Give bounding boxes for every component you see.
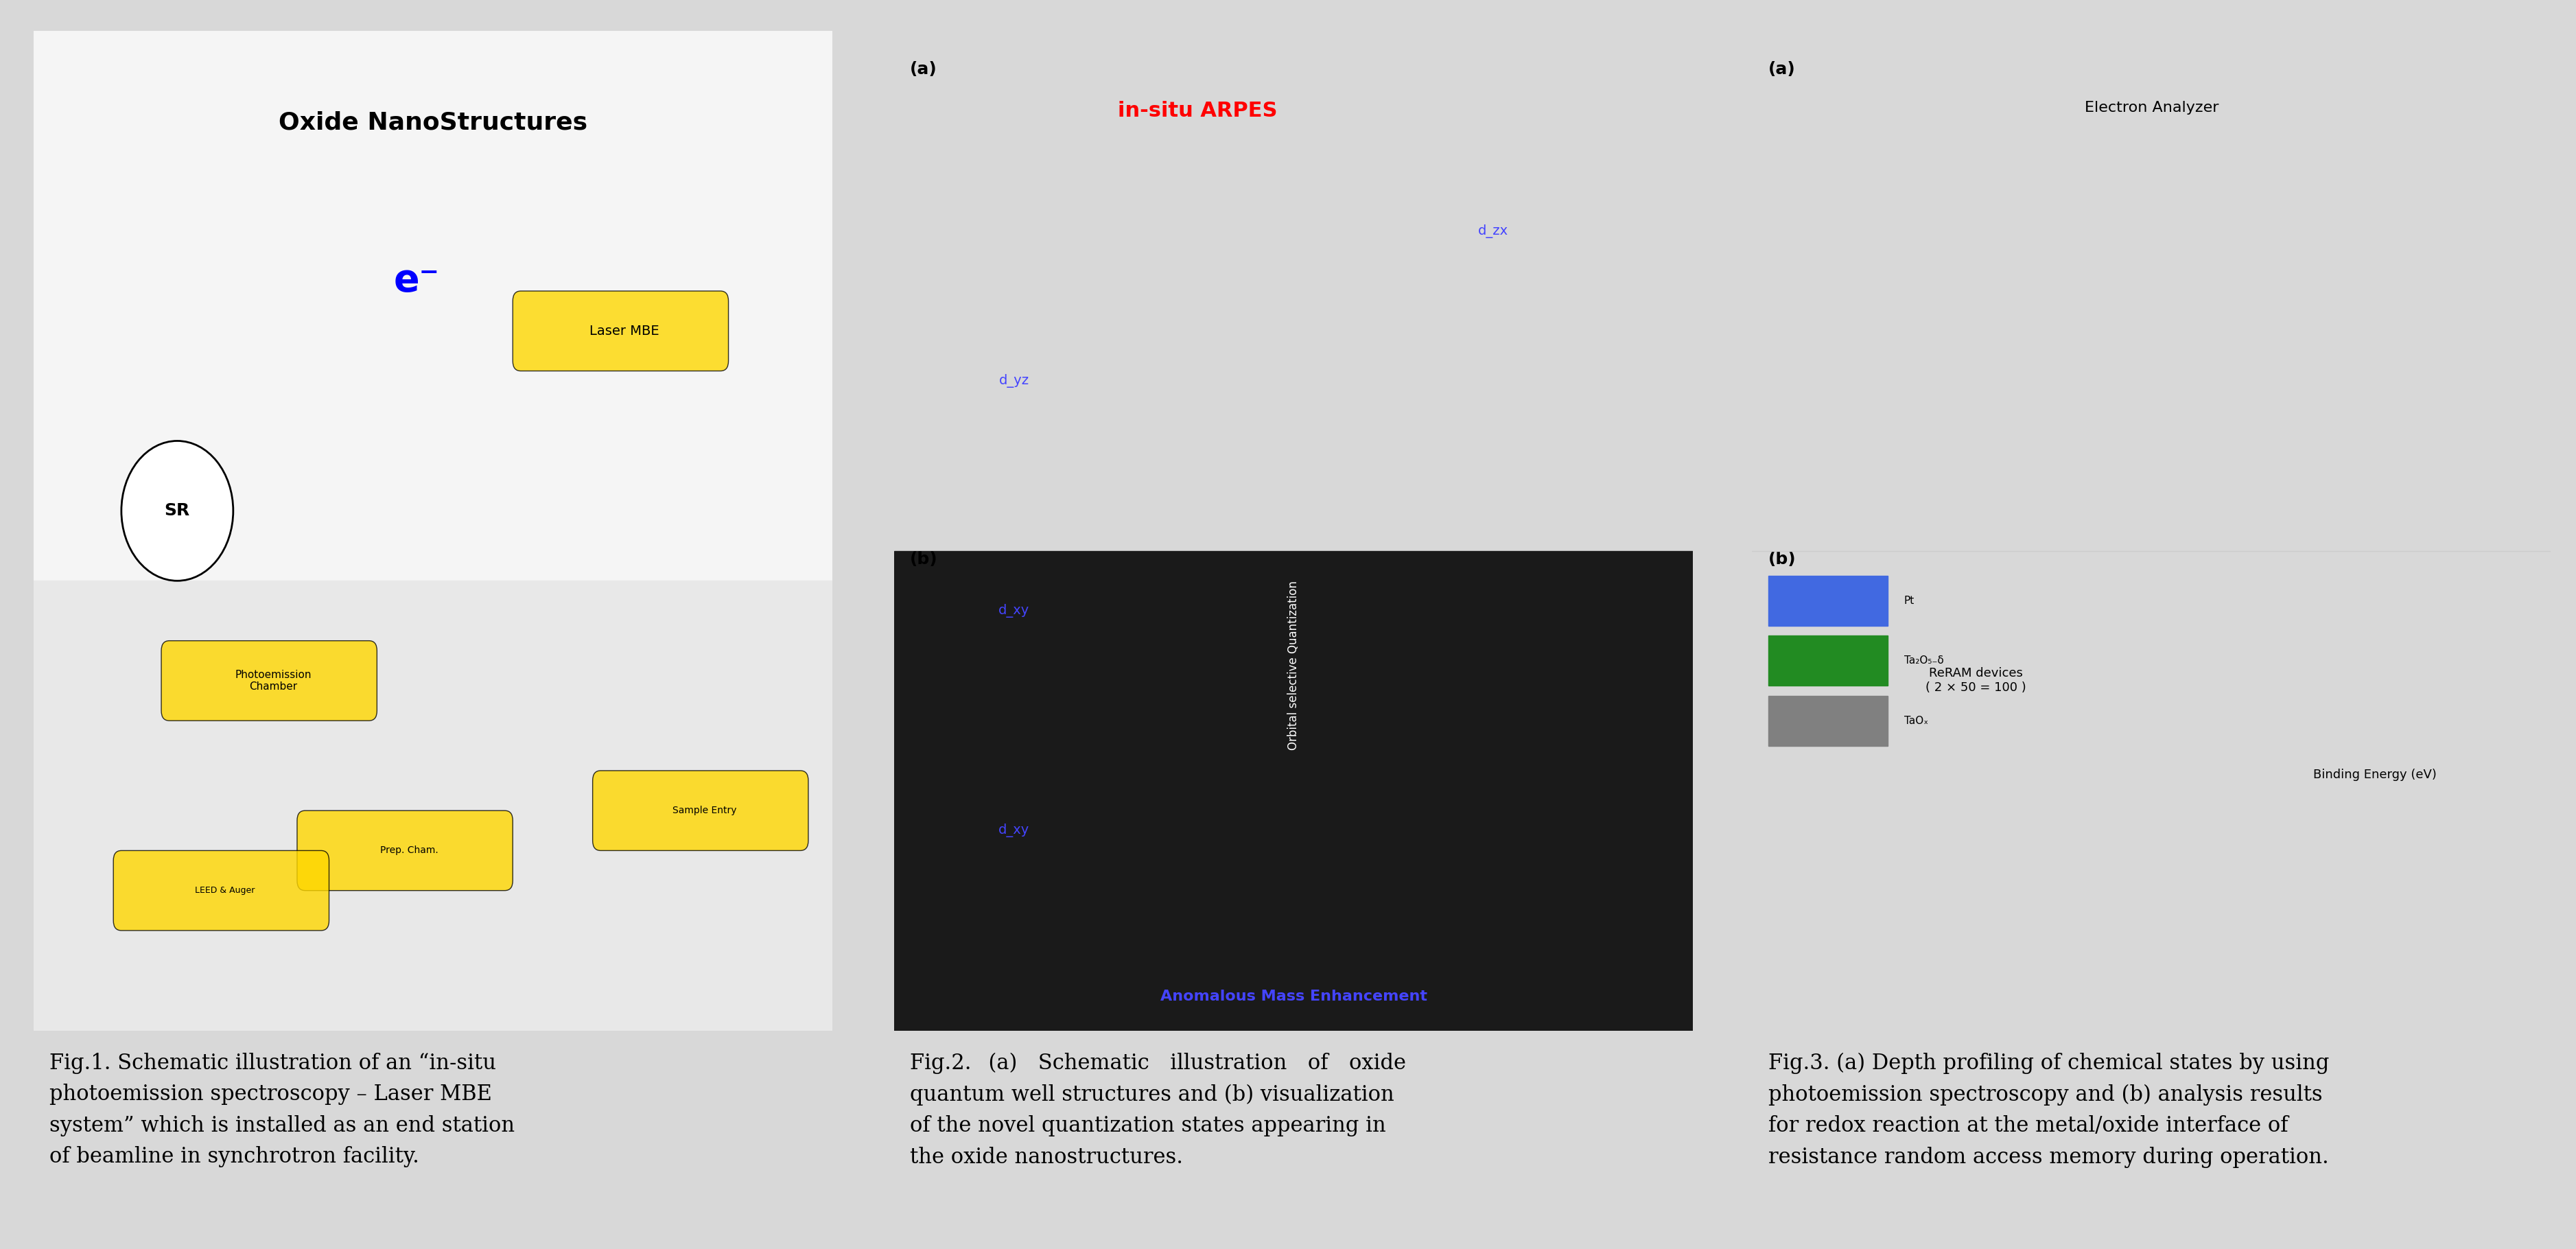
Text: Binding Energy (eV): Binding Energy (eV) bbox=[2313, 768, 2437, 781]
Text: d_zx: d_zx bbox=[1479, 225, 1507, 237]
Text: Fig.3. (a) Depth profiling of chemical states by using
photoemission spectroscop: Fig.3. (a) Depth profiling of chemical s… bbox=[1767, 1053, 2329, 1168]
Bar bbox=[33, 31, 832, 581]
Text: Prep. Cham.: Prep. Cham. bbox=[379, 846, 438, 856]
Bar bbox=[894, 551, 1692, 1030]
Text: d_yz: d_yz bbox=[999, 375, 1028, 387]
FancyBboxPatch shape bbox=[113, 851, 330, 931]
Text: Ta₂O₅₋δ: Ta₂O₅₋δ bbox=[1904, 656, 1942, 666]
Text: d_xy: d_xy bbox=[997, 605, 1030, 617]
Bar bbox=[1767, 696, 1888, 746]
Text: SR: SR bbox=[165, 502, 191, 520]
Text: Pt: Pt bbox=[1904, 596, 1914, 606]
Text: d_xy: d_xy bbox=[997, 824, 1030, 837]
Bar bbox=[33, 581, 832, 1030]
FancyBboxPatch shape bbox=[592, 771, 809, 851]
Text: Sample Entry: Sample Entry bbox=[672, 806, 737, 816]
Text: (b): (b) bbox=[909, 551, 938, 567]
Text: Laser MBE: Laser MBE bbox=[590, 325, 659, 337]
Text: Photoemission
Chamber: Photoemission Chamber bbox=[234, 669, 312, 692]
Text: (b): (b) bbox=[1767, 551, 1795, 567]
Text: Fig.2.  (a) Schematic illustration of oxide
quantum well structures and (b) visu: Fig.2. (a) Schematic illustration of oxi… bbox=[909, 1053, 1406, 1168]
Text: LEED & Auger: LEED & Auger bbox=[196, 886, 255, 896]
Text: Fig.1. Schematic illustration of an “in-situ
photoemission spectroscopy – Laser : Fig.1. Schematic illustration of an “in-… bbox=[49, 1053, 515, 1168]
Text: e⁻: e⁻ bbox=[394, 262, 440, 300]
Text: ReRAM devices
( 2 × 50 = 100 ): ReRAM devices ( 2 × 50 = 100 ) bbox=[1924, 667, 2025, 694]
FancyBboxPatch shape bbox=[513, 291, 729, 371]
Text: Anomalous Mass Enhancement: Anomalous Mass Enhancement bbox=[1159, 989, 1427, 1003]
Bar bbox=[1767, 576, 1888, 626]
Text: in-situ ARPES: in-situ ARPES bbox=[1118, 101, 1278, 121]
Circle shape bbox=[121, 441, 232, 581]
Text: Orbital selective Quantization: Orbital selective Quantization bbox=[1288, 581, 1298, 751]
Text: Oxide NanoStructures: Oxide NanoStructures bbox=[278, 111, 587, 135]
FancyBboxPatch shape bbox=[296, 811, 513, 891]
Text: (a): (a) bbox=[1767, 61, 1795, 77]
Text: Electron Analyzer: Electron Analyzer bbox=[2084, 101, 2218, 115]
FancyBboxPatch shape bbox=[162, 641, 376, 721]
Text: TaOₓ: TaOₓ bbox=[1904, 716, 1927, 726]
Bar bbox=[1767, 636, 1888, 686]
Text: (a): (a) bbox=[909, 61, 938, 77]
